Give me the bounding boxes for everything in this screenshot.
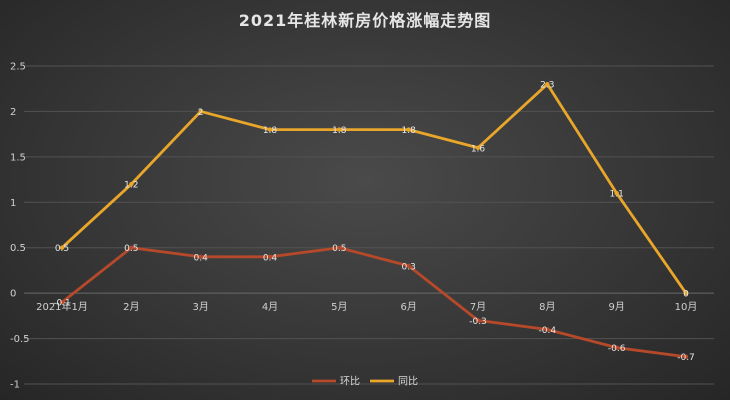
data-label: 0.5: [124, 244, 138, 254]
y-axis-ticks: 2.5 2 1.5 1 0.5 0 -0.5 -1: [10, 62, 30, 391]
data-label: 2.3: [540, 81, 554, 91]
data-label: 0.4: [194, 253, 209, 263]
data-label: 1.8: [332, 126, 347, 136]
y-tick-label: 0: [10, 289, 16, 300]
data-point: [129, 181, 134, 187]
x-tick-label: 3月: [192, 301, 208, 313]
data-label: 1.6: [471, 144, 486, 154]
data-point: [267, 127, 273, 132]
data-label: -0.6: [608, 344, 626, 354]
chart-title: 2021年桂林新房价格涨幅走势图: [239, 11, 492, 30]
data-label: -0.3: [469, 317, 487, 327]
x-tick-label: 10月: [675, 301, 698, 313]
data-point: [614, 345, 619, 350]
data-label: 0.4: [263, 253, 278, 263]
data-point: [475, 145, 481, 150]
data-point: [129, 245, 134, 250]
data-point: [614, 191, 619, 196]
x-tick-label: 2021年1月: [36, 300, 88, 313]
y-tick-label: 1.5: [10, 152, 26, 163]
x-tick-label: 4月: [262, 301, 278, 313]
data-point: [59, 245, 65, 250]
data-label: 1.8: [263, 126, 278, 136]
data-point: [198, 109, 203, 114]
data-point: [475, 318, 481, 323]
data-label: -0.7: [677, 353, 695, 363]
y-tick-label: 2.5: [10, 62, 26, 73]
data-point: [545, 327, 550, 332]
data-label: 0.5: [332, 244, 346, 254]
data-label: 2: [198, 108, 204, 118]
legend: 环比 同比: [312, 376, 418, 388]
x-tick-label: 7月: [470, 301, 486, 313]
data-label: -0.4: [539, 326, 557, 336]
legend-label: 环比: [340, 376, 360, 388]
y-tick-label: -1: [10, 380, 20, 391]
data-labels: -0.1 0.5 0.4 0.4 0.5 0.3 -0.3 -0.4 -0.6 -0.7 0.5 1.…: [53, 81, 695, 364]
data-point: [59, 300, 65, 305]
y-tick-label: 2: [10, 107, 16, 118]
data-point: [406, 263, 411, 269]
data-label: 0: [683, 290, 689, 300]
x-tick-label: 9月: [608, 301, 624, 313]
data-point: [198, 254, 203, 259]
x-axis-ticks: 2021年1月 2月 3月 4月 5月 6月 7月 8月 9月 10月: [36, 300, 697, 313]
data-point: [337, 245, 342, 250]
series-line-1: [60, 246, 688, 359]
gridlines: [24, 65, 714, 385]
data-point: [337, 127, 342, 132]
x-tick-label: 8月: [539, 301, 555, 313]
data-label: 1.8: [402, 126, 417, 136]
legend-label: 同比: [398, 376, 418, 388]
data-label: 1.2: [124, 181, 138, 191]
x-tick-label: 6月: [400, 301, 416, 313]
data-label: -0.1: [53, 299, 71, 309]
x-tick-label: 5月: [331, 301, 347, 313]
data-point: [406, 127, 411, 132]
y-tick-label: -0.5: [10, 334, 30, 345]
data-point: [683, 354, 689, 359]
y-tick-label: 0.5: [10, 243, 26, 254]
data-label: 0.3: [402, 262, 416, 272]
series-line-2: [60, 82, 688, 295]
data-point: [267, 254, 273, 259]
series-lines: [59, 81, 689, 359]
data-point: [545, 81, 550, 87]
data-label: 0.5: [55, 244, 69, 254]
data-point: [683, 290, 689, 296]
y-tick-label: 1: [10, 198, 16, 209]
data-label: 1.1: [610, 190, 624, 200]
x-tick-label: 2月: [123, 301, 139, 313]
